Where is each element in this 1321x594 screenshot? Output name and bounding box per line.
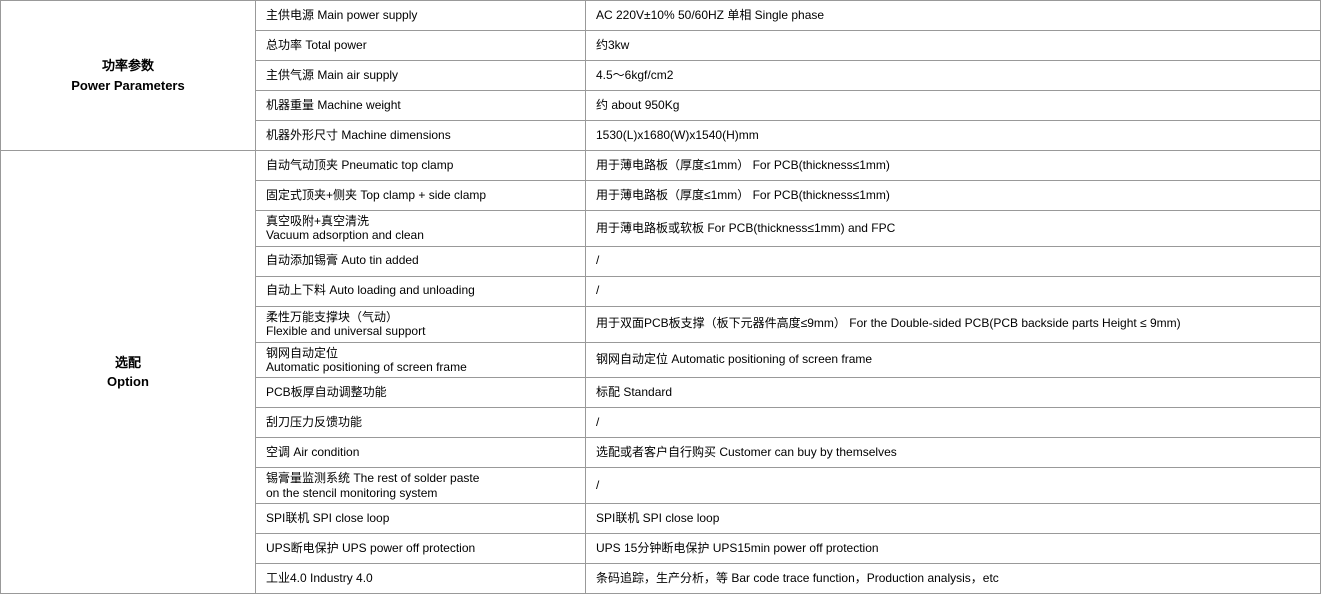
value-cell: / xyxy=(586,246,1321,276)
param-cell: 锡膏量监测系统 The rest of solder pasteon the s… xyxy=(256,468,586,504)
param-cell: 空调 Air condition xyxy=(256,438,586,468)
value-cell: 条码追踪，生产分析，等 Bar code trace function，Prod… xyxy=(586,564,1321,594)
table-row: 选配Option自动气动顶夹 Pneumatic top clamp用于薄电路板… xyxy=(1,151,1321,181)
param-line2: Vacuum adsorption and clean xyxy=(266,228,575,242)
param-line1: 真空吸附+真空清洗 xyxy=(266,214,575,228)
param-line1: 锡膏量监测系统 The rest of solder paste xyxy=(266,471,575,485)
param-cell: PCB板厚自动调整功能 xyxy=(256,378,586,408)
value-cell: 4.5～6kgf/cm2 xyxy=(586,61,1321,91)
value-cell: 标配 Standard xyxy=(586,378,1321,408)
section-header-cn: 功率参数 xyxy=(11,56,245,76)
param-line1: 钢网自动定位 xyxy=(266,346,575,360)
value-cell: 用于薄电路板（厚度≤1mm） For PCB(thickness≤1mm) xyxy=(586,181,1321,211)
value-cell: UPS 15分钟断电保护 UPS15min power off protecti… xyxy=(586,534,1321,564)
value-cell: AC 220V±10% 50/60HZ 单相 Single phase xyxy=(586,1,1321,31)
param-line2: on the stencil monitoring system xyxy=(266,486,575,500)
value-cell: 1530(L)x1680(W)x1540(H)mm xyxy=(586,121,1321,151)
param-cell: 总功率 Total power xyxy=(256,31,586,61)
value-cell: 用于薄电路板或软板 For PCB(thickness≤1mm) and FPC xyxy=(586,211,1321,247)
value-cell: / xyxy=(586,408,1321,438)
param-line1: 柔性万能支撑块（气动） xyxy=(266,310,575,324)
param-cell: 真空吸附+真空清洗Vacuum adsorption and clean xyxy=(256,211,586,247)
param-cell: 工业4.0 Industry 4.0 xyxy=(256,564,586,594)
value-cell: 约 about 950Kg xyxy=(586,91,1321,121)
param-cell: UPS断电保护 UPS power off protection xyxy=(256,534,586,564)
param-cell: 刮刀压力反馈功能 xyxy=(256,408,586,438)
table-row: 功率参数Power Parameters主供电源 Main power supp… xyxy=(1,1,1321,31)
param-line2: Flexible and universal support xyxy=(266,324,575,338)
section-header-power: 功率参数Power Parameters xyxy=(1,1,256,151)
param-cell: 自动气动顶夹 Pneumatic top clamp xyxy=(256,151,586,181)
param-cell: 主供电源 Main power supply xyxy=(256,1,586,31)
param-line2: Automatic positioning of screen frame xyxy=(266,360,575,374)
value-cell: SPI联机 SPI close loop xyxy=(586,504,1321,534)
param-cell: 机器重量 Machine weight xyxy=(256,91,586,121)
param-cell: 固定式顶夹+侧夹 Top clamp + side clamp xyxy=(256,181,586,211)
value-cell: 钢网自动定位 Automatic positioning of screen f… xyxy=(586,342,1321,378)
section-header-option: 选配Option xyxy=(1,151,256,594)
param-cell: SPI联机 SPI close loop xyxy=(256,504,586,534)
param-cell: 自动上下料 Auto loading and unloading xyxy=(256,276,586,306)
param-cell: 主供气源 Main air supply xyxy=(256,61,586,91)
specifications-table: 功率参数Power Parameters主供电源 Main power supp… xyxy=(0,0,1321,594)
value-cell: / xyxy=(586,276,1321,306)
section-header-en: Option xyxy=(11,372,245,392)
value-cell: 用于薄电路板（厚度≤1mm） For PCB(thickness≤1mm) xyxy=(586,151,1321,181)
value-cell: / xyxy=(586,468,1321,504)
value-cell: 约3kw xyxy=(586,31,1321,61)
section-header-en: Power Parameters xyxy=(11,76,245,96)
param-cell: 机器外形尺寸 Machine dimensions xyxy=(256,121,586,151)
param-cell: 柔性万能支撑块（气动）Flexible and universal suppor… xyxy=(256,306,586,342)
param-cell: 自动添加锡膏 Auto tin added xyxy=(256,246,586,276)
value-cell: 选配或者客户自行购买 Customer can buy by themselve… xyxy=(586,438,1321,468)
value-cell: 用于双面PCB板支撑（板下元器件高度≤9mm） For the Double-s… xyxy=(586,306,1321,342)
section-header-cn: 选配 xyxy=(11,353,245,373)
param-cell: 钢网自动定位Automatic positioning of screen fr… xyxy=(256,342,586,378)
